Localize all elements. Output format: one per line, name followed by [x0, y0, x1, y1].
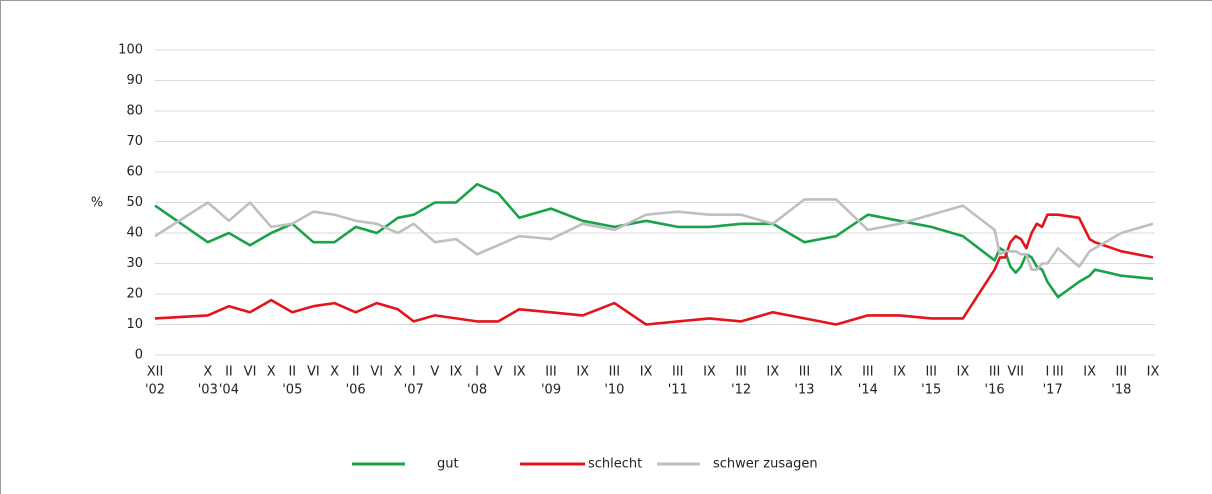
- x-tick-label: VI: [244, 365, 257, 380]
- legend-label: schlecht: [588, 457, 642, 472]
- y-tick-label: 80: [126, 104, 143, 119]
- y-tick-label: 90: [126, 73, 143, 88]
- year-tick-label: '04: [219, 383, 239, 398]
- year-tick-label: '03: [198, 383, 218, 398]
- year-tick-label: '05: [282, 383, 302, 398]
- year-tick-label: '07: [404, 383, 424, 398]
- x-tick-label: VI: [370, 365, 383, 380]
- series-line: [154, 213, 1154, 326]
- x-tick-label: II: [225, 365, 233, 380]
- year-tick-label: '17: [1043, 383, 1063, 398]
- x-tick-label: V: [430, 365, 439, 380]
- x-tick-label: IX: [830, 365, 843, 380]
- legend-label: schwer zusagen: [713, 457, 818, 472]
- x-tick-label: X: [393, 365, 402, 380]
- y-tick-label: 100: [118, 43, 143, 58]
- x-tick-label: VII: [1007, 365, 1024, 380]
- x-tick-label: V: [494, 365, 503, 380]
- year-tick-label: '09: [541, 383, 561, 398]
- x-tick-label: IX: [576, 365, 589, 380]
- year-tick-label: '02: [145, 383, 165, 398]
- y-tick-label: 0: [135, 348, 143, 363]
- x-tick-label: III: [1116, 365, 1128, 380]
- y-tick-label: 50: [126, 195, 143, 210]
- x-tick-label: IX: [513, 365, 526, 380]
- year-tick-label: '18: [1111, 383, 1131, 398]
- y-tick-label: 20: [126, 287, 143, 302]
- x-tick-label: III: [735, 365, 747, 380]
- x-tick-label: IX: [766, 365, 779, 380]
- y-tick-label: 70: [126, 134, 143, 149]
- x-tick-label: IX: [703, 365, 716, 380]
- year-tick-label: '06: [346, 383, 366, 398]
- x-tick-label: X: [330, 365, 339, 380]
- y-axis-label: %: [91, 196, 103, 211]
- y-tick-label: 30: [126, 256, 143, 271]
- x-tick-label: III: [799, 365, 811, 380]
- x-tick-label: IX: [893, 365, 906, 380]
- x-tick-label: III: [862, 365, 874, 380]
- legend-label: gut: [437, 457, 459, 472]
- year-tick-label: '16: [985, 383, 1005, 398]
- year-tick-label: '11: [668, 383, 688, 398]
- y-tick-label: 40: [126, 226, 143, 241]
- x-tick-label: XII: [147, 365, 164, 380]
- x-tick-label: III: [989, 365, 1001, 380]
- year-tick-label: '08: [467, 383, 487, 398]
- x-tick-label: III: [1052, 365, 1064, 380]
- x-tick-label: III: [545, 365, 557, 380]
- series-line: [154, 182, 1154, 299]
- year-tick-label: '14: [858, 383, 878, 398]
- year-tick-label: '15: [921, 383, 941, 398]
- y-tick-label: 10: [126, 317, 143, 332]
- x-tick-label: X: [203, 365, 212, 380]
- x-tick-label: IX: [1147, 365, 1160, 380]
- x-tick-label: IX: [640, 365, 653, 380]
- year-tick-label: '13: [794, 383, 814, 398]
- x-tick-label: IX: [450, 365, 463, 380]
- series-line: [154, 198, 1154, 271]
- x-tick-label: IX: [1083, 365, 1096, 380]
- x-tick-label: II: [288, 365, 296, 380]
- x-tick-label: X: [267, 365, 276, 380]
- x-tick-label: I: [412, 365, 416, 380]
- x-tick-label: VI: [307, 365, 320, 380]
- y-tick-label: 60: [126, 165, 143, 180]
- x-tick-label: III: [672, 365, 684, 380]
- x-tick-label: IX: [957, 365, 970, 380]
- x-tick-label: I: [475, 365, 479, 380]
- year-tick-label: '10: [604, 383, 624, 398]
- x-tick-label: II: [352, 365, 360, 380]
- x-tick-label: III: [925, 365, 937, 380]
- x-tick-label: III: [609, 365, 621, 380]
- x-tick-label: I: [1045, 365, 1049, 380]
- year-tick-label: '12: [731, 383, 751, 398]
